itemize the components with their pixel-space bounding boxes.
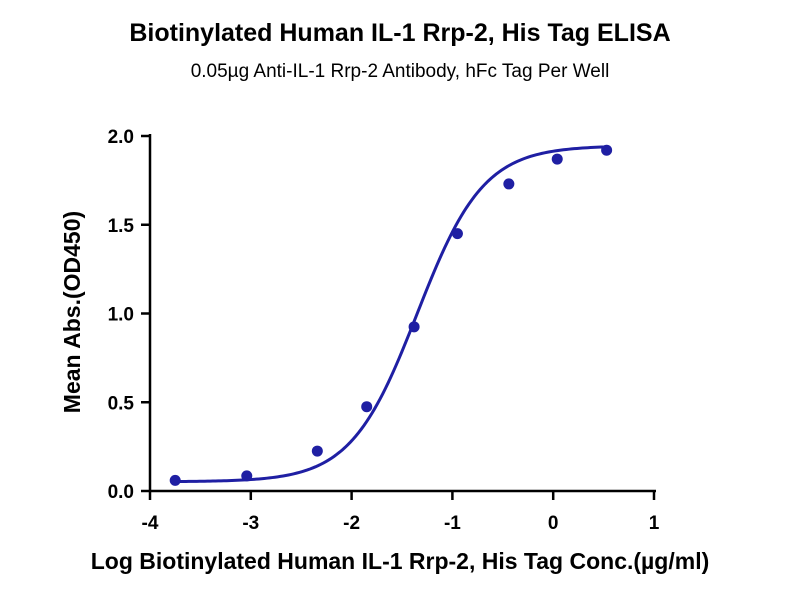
x-axis-label: Log Biotinylated Human IL-1 Rrp-2, His T… bbox=[91, 548, 710, 574]
x-tick-label: 0 bbox=[548, 513, 559, 534]
axes bbox=[148, 134, 656, 493]
data-point bbox=[503, 178, 515, 190]
y-tick-label: 0.0 bbox=[108, 482, 134, 503]
y-ticks: 0.0 0.5 1.0 1.5 2.0 bbox=[108, 127, 150, 503]
y-tick-label: 1.0 bbox=[108, 305, 134, 326]
chart-title: Biotinylated Human IL-1 Rrp-2, His Tag E… bbox=[129, 19, 670, 47]
x-tick-label: -2 bbox=[343, 513, 360, 534]
fit-curve bbox=[175, 145, 607, 484]
x-tick-label: -4 bbox=[142, 513, 159, 534]
y-tick-label: 1.5 bbox=[108, 216, 135, 237]
x-tick-label: -3 bbox=[242, 513, 259, 534]
y-tick-label: 2.0 bbox=[108, 127, 134, 148]
data-point bbox=[241, 470, 253, 482]
data-point bbox=[551, 153, 563, 165]
x-tick-label: 1 bbox=[649, 513, 660, 534]
chart-subtitle: 0.05µg Anti-IL-1 Rrp-2 Antibody, hFc Tag… bbox=[191, 61, 610, 82]
x-ticks: -4 -3 -2 -1 0 1 bbox=[142, 491, 660, 534]
data-point bbox=[408, 321, 420, 333]
x-tick-label: -1 bbox=[444, 513, 461, 534]
y-axis-label: Mean Abs.(OD450) bbox=[59, 211, 85, 413]
data-points bbox=[169, 144, 613, 486]
data-point bbox=[451, 228, 463, 240]
data-point bbox=[311, 445, 323, 457]
data-point bbox=[601, 144, 613, 156]
y-tick-label: 0.5 bbox=[108, 393, 135, 414]
data-point bbox=[169, 474, 181, 486]
data-point bbox=[361, 401, 373, 413]
